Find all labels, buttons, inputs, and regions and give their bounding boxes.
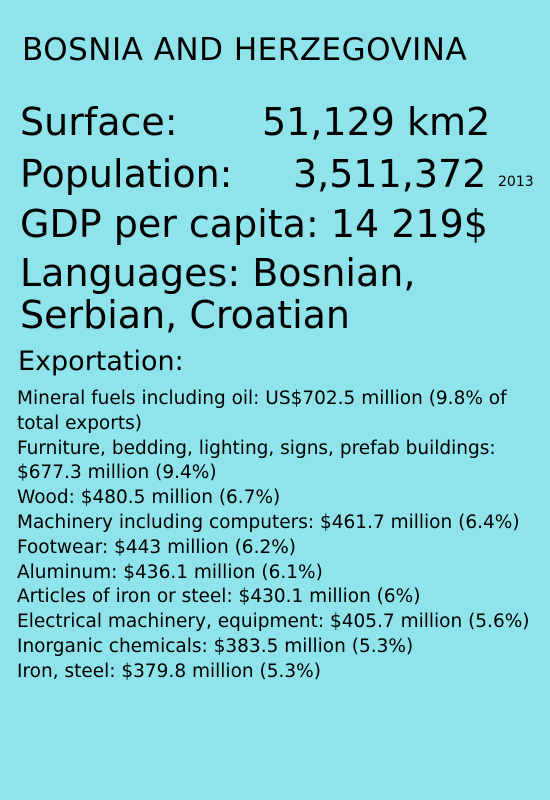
exportation-heading: Exportation: [18,346,184,377]
gdp-per-capita: GDP per capita: 14 219$ [20,202,488,246]
export-item: Furniture, bedding, lighting, signs, pre… [17,437,496,484]
population-value: 3,511,372 [293,152,487,196]
export-item: Footwear: $443 million (6.2%) [17,536,297,558]
export-item: Iron, steel: $379.8 million (5.3%) [17,660,321,682]
country-title: BOSNIA AND HERZEGOVINA [22,32,468,68]
population-row: Population: 3,511,372 2013 [20,152,534,196]
languages: Languages: Bosnian, Serbian, Croatian [20,251,416,337]
export-item: Electrical machinery, equipment: $405.7 … [17,611,530,633]
surface-row: Surface: 51,129 km2 [20,100,490,144]
surface-value: 51,129 km2 [262,100,491,144]
export-item: Articles of iron or steel: $430.1 millio… [17,586,421,608]
export-item: Mineral fuels including oil: US$702.5 mi… [17,388,507,434]
export-item: Machinery including computers: $461.7 mi… [17,511,520,533]
population-label: Population: [20,152,233,196]
export-item: Inorganic chemicals: $383.5 million (5.3… [17,635,414,657]
surface-label: Surface: [20,100,178,144]
export-item: Wood: $480.5 million (6.7%) [17,487,281,509]
exportation-list: Mineral fuels including oil: US$702.5 mi… [17,387,537,685]
export-item: Aluminum: $436.1 million (6.1%) [17,561,323,583]
population-year: 2013 [498,174,534,190]
